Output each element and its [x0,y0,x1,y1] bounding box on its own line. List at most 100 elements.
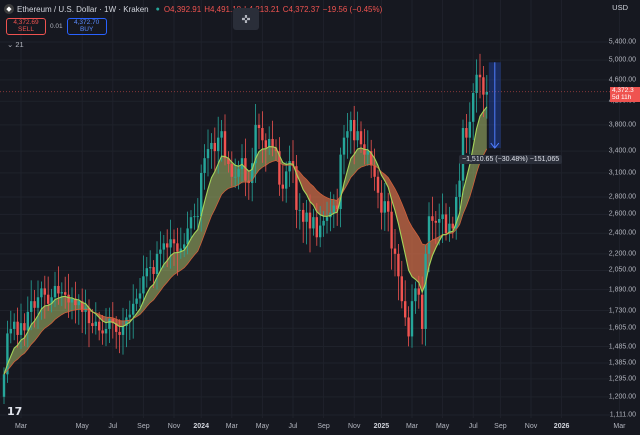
candle-body [23,323,26,331]
candle-body [455,196,458,229]
symbol-header: ◆ Ethereum / U.S. Dollar · 1W · Kraken ●… [4,2,385,16]
candle-body [339,154,342,210]
candle-body [278,151,281,185]
candle-body [356,131,359,141]
candle-body [251,163,254,184]
time-tick-label: May [435,423,450,430]
change-value: −19.56 (−0.45%) [322,4,383,14]
price-tick-label: 1,200.00 [608,393,636,401]
price-tick-label: 2,800.00 [608,193,636,201]
candle-body [234,176,237,178]
candle-body [77,301,80,306]
candle-body [434,220,437,223]
candle-body [217,137,220,152]
candle-body [53,285,57,298]
time-tick-label: 2025 [373,423,390,430]
candle-body [237,169,240,177]
candle-body [421,294,424,329]
candle-body [135,298,138,304]
time-tick-label: May [255,423,270,430]
time-tick-label: Sep [494,423,507,430]
candle-body [346,131,349,138]
candle-body [64,292,67,295]
candle-body [319,225,322,238]
sell-label: SELL [18,25,34,33]
candle-body [74,298,77,306]
candle-body [448,223,451,234]
crosshair-icon[interactable]: ✜ [233,8,259,30]
currency-label[interactable]: USD [612,3,628,12]
candle-body [36,297,40,308]
buy-button[interactable]: 4,372.70 BUY [66,18,107,35]
candle-body [244,158,247,181]
candle-body [196,216,199,218]
candle-body [332,205,335,213]
candle-body [441,214,444,220]
candle-body [200,172,203,217]
candle-body [295,166,298,210]
ema-fast-line [3,106,488,375]
candle-body [162,243,165,250]
symbol-title[interactable]: Ethereum / U.S. Dollar · 1W · Kraken [17,4,149,14]
candle-body [359,131,363,145]
candle-body [189,217,193,229]
indicator-toggle[interactable]: ⌄ 21 [7,40,24,49]
candle-body [223,131,227,159]
candle-body [285,171,288,189]
candle-body [291,161,295,167]
candle-body [30,301,33,312]
time-tick-label: May [75,423,89,430]
candle-body [47,294,50,304]
candle-body [155,253,159,274]
candle-body [387,201,390,212]
price-tick-label: 4,600.00 [608,76,636,84]
candle-body [125,317,128,327]
spread-value: 0.01 [50,23,63,30]
candle-body [366,151,369,155]
candle-body [458,180,461,197]
ema-cloud [4,296,96,375]
price-scale[interactable]: 5,400.005,000.004,600.004,200.003,800.00… [608,0,640,435]
candle-body [172,239,176,244]
candle-body [397,253,400,277]
candle-body [461,128,465,181]
candle-body [342,137,346,155]
time-tick-label: Mar [14,423,28,430]
candle-body [145,268,148,277]
time-tick-label: Sep [317,423,330,430]
candle-body [40,288,43,298]
candle-body [261,128,264,141]
candle-body [81,301,84,312]
candle-body [376,176,380,193]
sell-button[interactable]: 4,372.69 SELL [6,18,46,35]
price-tick-label: 1,890.00 [608,286,636,294]
candle-body [322,220,325,226]
candle-body [482,77,485,95]
candle-body [465,128,468,138]
ema-cloud [378,165,450,293]
time-tick-label: Sep [137,423,150,430]
candle-body [393,248,397,254]
candle-body [400,276,403,302]
candle-body [50,297,53,304]
candle-body [166,243,169,248]
candle-body [302,209,305,222]
candle-body [312,217,315,229]
tradingview-logo[interactable]: 17 [7,405,23,418]
price-tick-label: 1,385.00 [608,359,636,367]
time-tick-label: Mar [225,423,238,430]
indicator-count: 21 [15,40,24,49]
current-price: 4,372.3 [612,87,634,94]
candle-body [274,147,278,152]
trade-panel: 4,372.69 SELL 0.01 4,372.70 BUY [6,18,107,35]
candle-body [349,119,352,132]
candle-body [108,318,111,329]
candle-body [264,140,267,148]
candle-body [186,228,189,245]
price-tick-label: 2,200.00 [608,250,636,258]
candle-body [2,374,6,397]
candle-body [70,298,74,303]
high-value: H4,491.18 [204,4,242,14]
